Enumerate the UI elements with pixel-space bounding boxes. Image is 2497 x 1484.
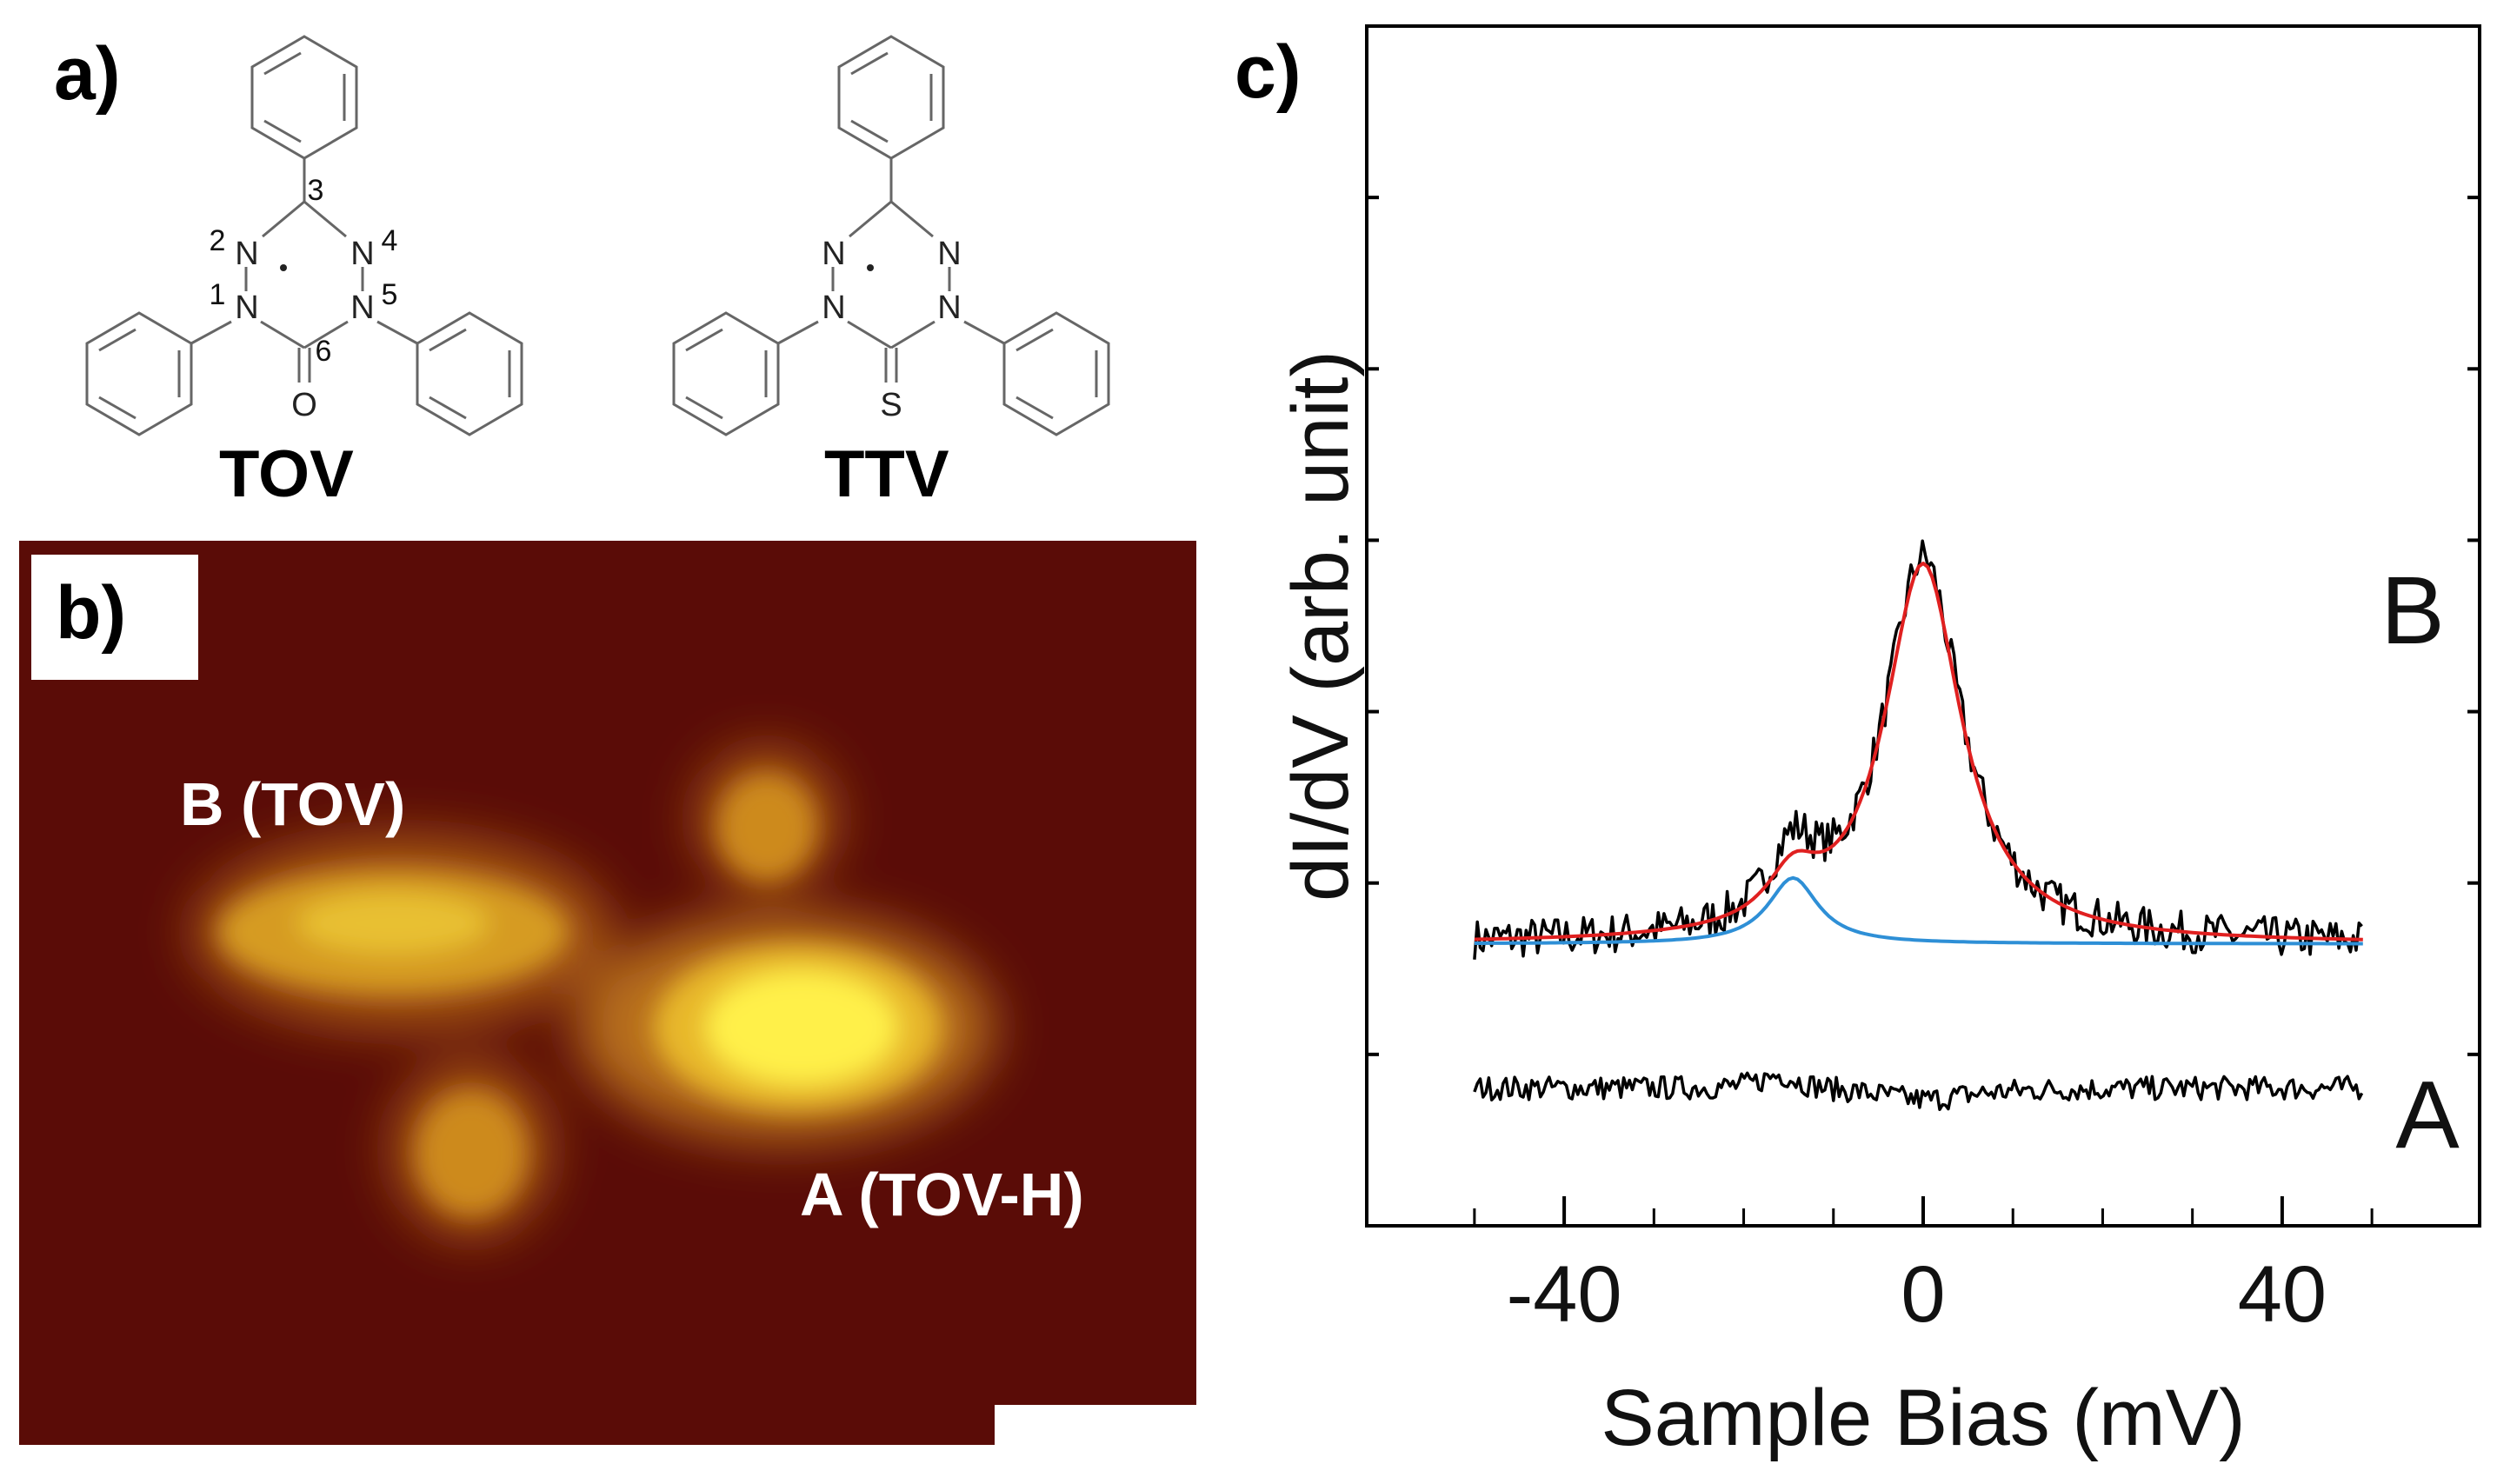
- stm-image-panel: b) B (TOV) A (TOV-H): [19, 541, 1196, 1445]
- tov-n1-atom: N: [235, 289, 258, 326]
- stm-label-a: A (TOV-H): [800, 1161, 1084, 1228]
- tov-position-3: 3: [308, 174, 324, 207]
- ttv-n2-atom: N: [822, 236, 845, 272]
- ttv-n4-atom: N: [937, 236, 961, 272]
- ttv-structure: N N N N S: [672, 35, 1110, 436]
- stm-image: [19, 541, 1196, 1445]
- ttv-name: TTV: [824, 437, 949, 511]
- series-label-b: B: [2380, 557, 2444, 664]
- y-axis-label: dI/dV (arb. unit): [1276, 350, 1365, 902]
- x-axis-label: Sample Bias (mV): [1601, 1374, 2245, 1462]
- panel-b-letter: b): [56, 571, 127, 655]
- plot-frame: [1365, 24, 2481, 1228]
- panel-c-letter: c): [1235, 30, 1302, 114]
- tov-structure: N N N N O 1 2 3 4 5 6: [85, 35, 523, 436]
- ttv-s-atom: S: [880, 387, 902, 423]
- x-tick-label: 0: [1901, 1250, 1945, 1339]
- series-label-a: A: [2395, 1061, 2460, 1168]
- tov-o-atom: O: [291, 387, 317, 423]
- tov-position-4: 4: [382, 224, 398, 257]
- x-tick-label: 40: [2238, 1250, 2327, 1339]
- stm-label-b: B (TOV): [180, 770, 406, 838]
- x-tick-label: -40: [1507, 1250, 1622, 1339]
- tov-n2-atom: N: [235, 236, 258, 272]
- panel-b-letter-box: [31, 555, 198, 680]
- tov-n5-atom: N: [350, 289, 374, 326]
- series-line-b-fit: [1474, 562, 2363, 942]
- tov-position-5: 5: [382, 278, 398, 311]
- tov-position-2: 2: [210, 224, 226, 257]
- series-line-b: [1473, 539, 2363, 960]
- ttv-n5-atom: N: [937, 289, 961, 326]
- spectra-chart: -40 0 40 Sample Bias (mV) dI/dV (arb. unit) B…: [1235, 0, 2497, 1480]
- series-line-b-component: [1474, 875, 2363, 946]
- tov-position-6: 6: [316, 335, 332, 368]
- tov-name: TOV: [219, 437, 354, 511]
- tov-position-1: 1: [210, 278, 226, 311]
- spectra-chart-svg: -40 0 40 Sample Bias (mV) dI/dV (arb. unit) B…: [1276, 24, 2481, 1462]
- ttv-n1-atom: N: [822, 289, 845, 326]
- panel-a-letter: a): [54, 32, 121, 116]
- tov-n4-atom: N: [350, 236, 374, 272]
- series-line-a: [1473, 1071, 2364, 1111]
